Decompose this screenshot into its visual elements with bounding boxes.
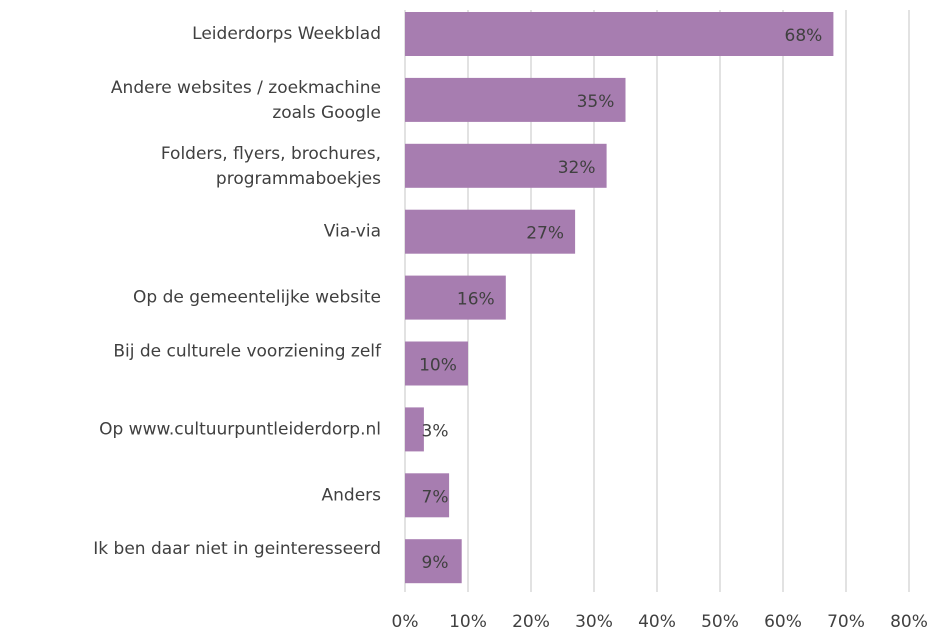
x-tick-label: 70% [827, 612, 865, 632]
bar [405, 209, 576, 254]
category-label: Op de gemeentelijke website [133, 288, 381, 308]
category-label: Leiderdorps Weekblad [192, 24, 381, 44]
value-label: 9% [422, 553, 449, 573]
category-label: Bij de culturele voorziening zelf [113, 342, 382, 362]
category-label: Folders, flyers, brochures, programmaboek… [161, 144, 381, 189]
category-label-line: Bij de culturele voorziening zelf [113, 342, 382, 362]
category-label: Via-via [324, 222, 381, 242]
bar [405, 341, 468, 386]
bar [405, 12, 834, 56]
category-label-line: Andere websites / zoekmachine [111, 78, 381, 98]
category-label: Anders [322, 485, 382, 505]
category-label-line: Folders, flyers, brochures, [161, 144, 381, 164]
value-label: 10% [419, 356, 457, 376]
value-label: 32% [558, 158, 596, 178]
bar [405, 275, 506, 320]
bar [405, 539, 462, 584]
x-tick-label: 60% [764, 612, 802, 632]
x-tick-label: 40% [638, 612, 676, 632]
bar [405, 143, 607, 188]
value-label: 35% [577, 92, 615, 112]
x-tick-label: 30% [575, 612, 613, 632]
value-label: 3% [422, 421, 449, 441]
category-label-line: Ik ben daar niet in geinteresseerd [93, 539, 381, 559]
x-tick-label: 80% [890, 612, 928, 632]
value-label: 27% [526, 224, 564, 244]
bar [405, 407, 424, 452]
x-tick-label: 50% [701, 612, 739, 632]
value-label: 7% [422, 487, 449, 507]
x-tick-label: 10% [449, 612, 487, 632]
bar [405, 473, 450, 518]
bar [405, 77, 626, 122]
category-label-line: zoals Google [272, 103, 381, 123]
value-label: 16% [457, 290, 495, 310]
x-tick-label: 20% [512, 612, 550, 632]
category-label: Ik ben daar niet in geinteresseerd [93, 539, 381, 559]
value-label: 68% [785, 26, 823, 46]
category-label-line: programmaboekjes [216, 169, 381, 189]
category-label: Op www.cultuurpuntleiderdorp.nl [99, 419, 381, 439]
category-label: Andere websites / zoekmachine zoals Googl… [111, 78, 381, 123]
x-tick-label: 0% [392, 612, 419, 632]
